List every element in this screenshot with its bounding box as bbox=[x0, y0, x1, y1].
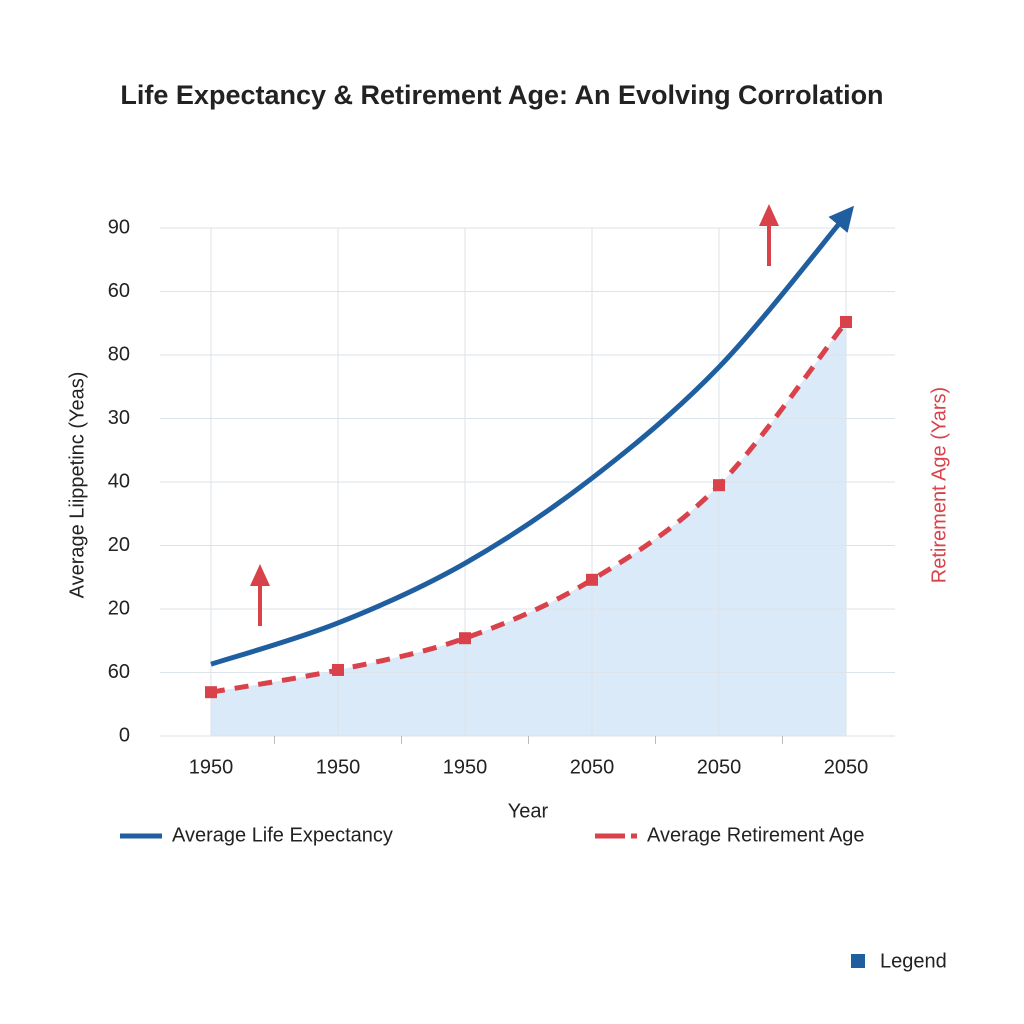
decor-arrow bbox=[250, 204, 779, 626]
legend-label: Average Retirement Age bbox=[647, 824, 865, 846]
y2-axis-label: Retirement Age (Yars) bbox=[928, 387, 950, 583]
x-tick-label: 2050 bbox=[570, 756, 615, 778]
point bbox=[586, 573, 598, 586]
y-axis-label: Average Liippetinc (Yeas) bbox=[66, 372, 88, 599]
point bbox=[205, 686, 217, 699]
x-tick-label: 2050 bbox=[697, 756, 742, 778]
x-tick-label: 2050 bbox=[824, 756, 869, 778]
legend-swatch bbox=[851, 954, 865, 968]
point bbox=[459, 632, 471, 645]
point bbox=[713, 479, 725, 492]
point bbox=[840, 315, 852, 328]
area bbox=[211, 321, 846, 736]
series-line bbox=[210, 205, 855, 667]
y-tick-label: 90 bbox=[108, 216, 130, 238]
chart-title: Life Expectancy & Retirement Age: An Evo… bbox=[120, 80, 883, 110]
legend-label: Average Life Expectancy bbox=[172, 824, 393, 846]
y-tick-label: 60 bbox=[108, 661, 130, 683]
x-tick-label: 1950 bbox=[189, 756, 234, 778]
point bbox=[332, 663, 344, 676]
y-tick-label: 0 bbox=[119, 724, 130, 746]
y-tick-label: 20 bbox=[108, 534, 130, 556]
x-axis-label: Year bbox=[508, 800, 549, 822]
series-line bbox=[210, 320, 848, 695]
y-tick-label: 20 bbox=[108, 597, 130, 619]
y-tick-label: 30 bbox=[108, 407, 130, 429]
x-tick-label: 1950 bbox=[316, 756, 361, 778]
legend-title: Legend bbox=[880, 950, 947, 972]
y-tick-label: 40 bbox=[108, 470, 130, 492]
y-tick-label: 80 bbox=[108, 343, 130, 365]
y-tick-label: 60 bbox=[108, 280, 130, 302]
x-tick-label: 1950 bbox=[443, 756, 488, 778]
